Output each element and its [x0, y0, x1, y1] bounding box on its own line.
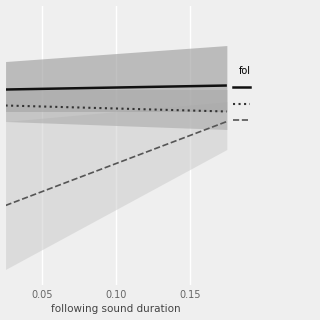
Legend: , , : , ,: [233, 66, 257, 125]
X-axis label: following sound duration: following sound duration: [52, 304, 181, 315]
